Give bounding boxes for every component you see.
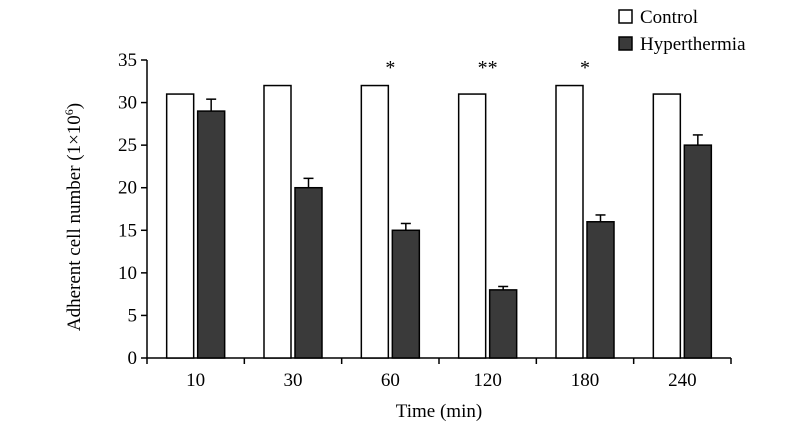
- bars: [165, 84, 713, 359]
- x-tick-label: 30: [284, 370, 303, 391]
- hyperthermia-bar: [488, 289, 518, 359]
- hyperthermia-bar: [196, 110, 226, 359]
- y-tick-label: 5: [128, 305, 138, 326]
- y-tick-label: 20: [118, 178, 137, 199]
- y-tick-label: 10: [118, 263, 137, 284]
- y-tick-label: 30: [118, 93, 137, 114]
- control-bar: [165, 93, 195, 359]
- legend-label-hyperthermia: Hyperthermia: [640, 34, 746, 55]
- control-bar: [555, 84, 584, 359]
- control-bar: [652, 93, 682, 359]
- y-axis-title-superscript: 6: [62, 109, 76, 115]
- hyperthermia-bar: [586, 221, 615, 359]
- control-bar: [263, 84, 292, 359]
- y-tick-label: 0: [128, 348, 138, 369]
- control-bar: [457, 93, 487, 359]
- x-tick-label: 10: [186, 370, 205, 391]
- legend: Control Hyperthermia: [618, 7, 746, 55]
- x-tick-label: 240: [668, 370, 697, 391]
- hyperthermia-bar: [391, 229, 421, 359]
- x-tick-label: 120: [473, 370, 502, 391]
- y-axis-title-close: ): [64, 103, 85, 109]
- significance-marker: *: [385, 57, 395, 79]
- x-tick-label: 180: [571, 370, 600, 391]
- legend-swatch-hyperthermia: [618, 36, 633, 51]
- hyperthermia-bar: [294, 186, 323, 359]
- control-bar: [360, 84, 390, 359]
- legend-swatch-control: [618, 9, 633, 24]
- hyperthermia-bar: [683, 144, 713, 359]
- y-tick-label: 15: [118, 220, 137, 241]
- x-axis-title: Time (min): [396, 401, 482, 422]
- x-tick-label: 60: [381, 370, 400, 391]
- legend-label-control: Control: [640, 7, 698, 28]
- y-axis-title-main: Adherent cell number (1×10: [64, 115, 85, 331]
- axes: [141, 59, 732, 364]
- significance-marker: **: [478, 57, 498, 79]
- y-tick-label: 25: [118, 135, 137, 156]
- y-tick-label: 35: [118, 50, 137, 71]
- significance-marker: *: [580, 57, 590, 79]
- y-axis-title: Adherent cell number (1×106): [62, 103, 85, 331]
